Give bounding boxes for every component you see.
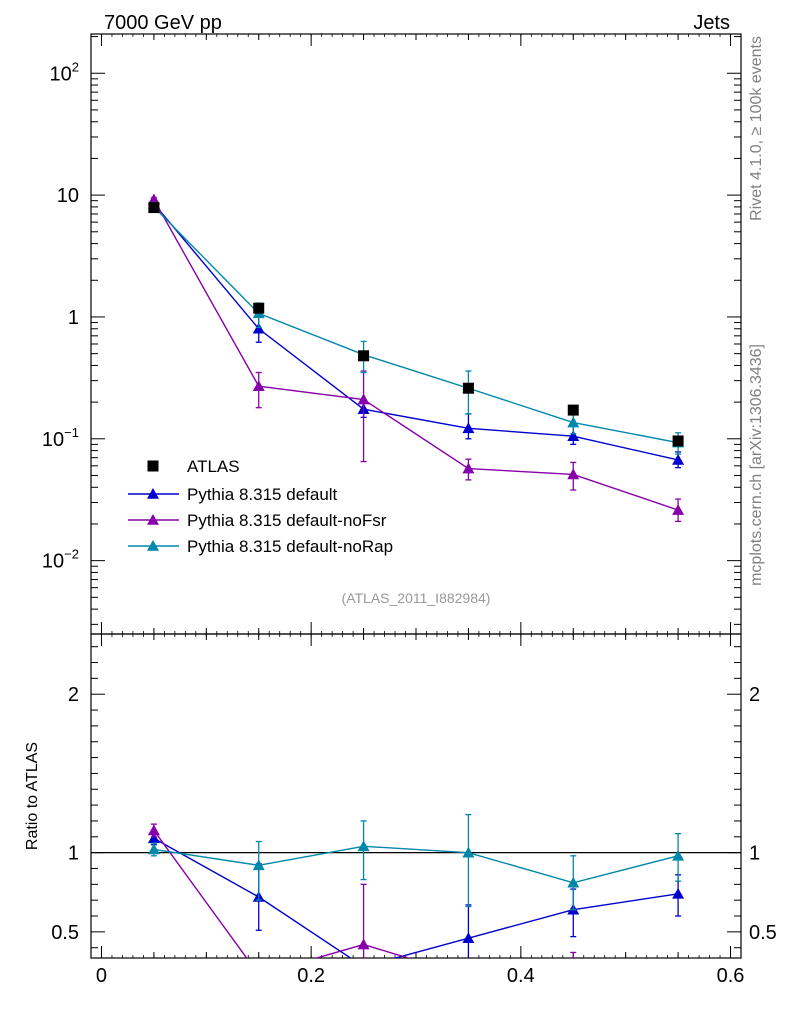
ratio-point-default bbox=[147, 832, 160, 844]
ratio-point-noRap bbox=[462, 846, 475, 858]
legend-label-noRap: Pythia 8.315 default-noRap bbox=[187, 537, 393, 556]
data-point-atlas bbox=[148, 202, 160, 214]
collision-label: 7000 GeV pp bbox=[104, 12, 222, 34]
data-point-atlas bbox=[462, 382, 474, 394]
main-axis-ticks: 10−2 10−1 1 10 102 bbox=[42, 34, 741, 634]
ratio-point-noFsr bbox=[672, 962, 684, 973]
ratio-y-tick-label-right: 0.5 bbox=[749, 922, 777, 944]
ratio-point-noRap bbox=[357, 840, 370, 852]
ratio-y-tick-label: 1 bbox=[68, 843, 79, 865]
data-point-default bbox=[252, 322, 265, 334]
ratio-point-default bbox=[672, 887, 685, 899]
x-tick-label: 0.6 bbox=[717, 965, 745, 987]
legend-label-default: Pythia 8.315 default bbox=[187, 485, 338, 504]
ratio-point-default bbox=[358, 961, 370, 972]
x-tick-label: 0.2 bbox=[297, 965, 325, 987]
ratio-series-noFsr bbox=[147, 823, 684, 981]
ratio-line-default bbox=[153, 837, 679, 958]
ratio-y-axis-label: Ratio to ATLAS bbox=[24, 742, 41, 850]
y-tick-label: 1 bbox=[68, 307, 79, 329]
legend-label-atlas: ATLAS bbox=[187, 457, 240, 476]
data-point-atlas bbox=[672, 435, 684, 447]
ratio-series-noRap bbox=[147, 813, 685, 911]
ratio-point-noRap bbox=[252, 859, 265, 871]
series-line-noFsr bbox=[153, 199, 679, 511]
series-noFsr bbox=[147, 193, 685, 523]
ratio-series-layer bbox=[147, 813, 685, 981]
ratio-point-noRap bbox=[567, 876, 580, 888]
x-tick-label: 0.4 bbox=[507, 965, 535, 987]
y-tick-label: 10−1 bbox=[42, 425, 79, 451]
ratio-frame-border bbox=[90, 633, 742, 959]
data-point-atlas bbox=[567, 404, 579, 416]
series-noRap bbox=[147, 200, 685, 455]
category-label: Jets bbox=[693, 12, 730, 34]
data-point-default bbox=[462, 422, 475, 434]
x-tick-label: 0 bbox=[96, 965, 107, 987]
data-point-noFsr bbox=[147, 193, 160, 205]
ratio-point-default bbox=[462, 932, 475, 943]
ratio-point-noFsr bbox=[573, 957, 574, 958]
legend-marker-default bbox=[147, 488, 159, 499]
ratio-y-tick-label: 2 bbox=[68, 684, 79, 706]
y-tick-label: 102 bbox=[50, 59, 79, 85]
data-point-noFsr bbox=[672, 504, 685, 515]
ratio-line-noFsr bbox=[153, 830, 411, 958]
ratio-point-noFsr bbox=[357, 938, 370, 950]
ratio-point-noRap bbox=[672, 849, 685, 861]
ratio-plot-frame bbox=[90, 633, 742, 959]
ratio-y-tick-label: 0.5 bbox=[51, 922, 79, 944]
series-line-noRap bbox=[153, 206, 679, 444]
rivet-version-label: Rivet 4.1.0, ≥ 100k events bbox=[748, 36, 765, 221]
data-point-noFsr bbox=[252, 380, 265, 392]
ratio-point-noFsr bbox=[147, 824, 160, 836]
ratio-y-tick-label-right: 1 bbox=[749, 843, 760, 865]
ratio-line-noRap bbox=[153, 845, 679, 884]
ratio-point-noFsr bbox=[253, 969, 265, 980]
legend-marker-noRap bbox=[147, 540, 159, 551]
ratio-y-tick-label-right: 2 bbox=[749, 684, 760, 706]
data-point-default bbox=[672, 453, 685, 465]
main-series-layer bbox=[147, 193, 685, 523]
data-point-noFsr bbox=[462, 462, 475, 474]
ratio-point-noRap bbox=[147, 843, 160, 855]
data-point-atlas bbox=[358, 350, 370, 362]
analysis-id-label: (ATLAS_2011_I882984) bbox=[342, 590, 491, 606]
ratio-axis-ticks: 0 0.2 0.4 0.60.5 0.51 12 2 bbox=[51, 634, 777, 987]
legend: ATLAS Pythia 8.315 default Pythia 8.315 de… bbox=[128, 457, 393, 556]
data-point-default bbox=[567, 430, 580, 442]
legend-marker-atlas bbox=[147, 460, 159, 472]
y-tick-label: 10−2 bbox=[42, 547, 79, 573]
mcplots-citation-label: mcplots.cern.ch [arXiv:1306.3436] bbox=[748, 344, 765, 586]
data-point-noFsr bbox=[567, 468, 580, 480]
y-tick-label: 10 bbox=[57, 185, 79, 207]
ratio-point-noFsr bbox=[462, 970, 474, 981]
series-line-default bbox=[153, 203, 679, 461]
data-point-noFsr bbox=[357, 393, 370, 405]
series-atlas bbox=[148, 202, 684, 447]
ratio-series-default bbox=[147, 831, 685, 972]
legend-label-noFsr: Pythia 8.315 default-noFsr bbox=[187, 511, 387, 530]
legend-marker-noFsr bbox=[147, 514, 159, 525]
data-point-noRap bbox=[567, 416, 580, 428]
data-point-atlas bbox=[253, 302, 265, 314]
